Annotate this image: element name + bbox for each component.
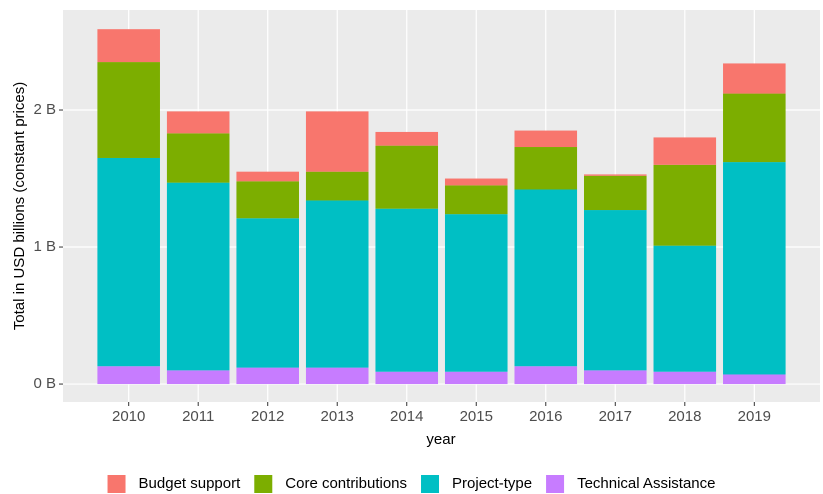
bar-segment [166, 182, 230, 371]
legend-key [421, 475, 440, 493]
bar-segment [305, 171, 369, 201]
bar-segment [444, 371, 508, 385]
x-axis-title: year [426, 431, 455, 448]
legend-label: Core contributions [285, 475, 407, 492]
x-tick-label: 2016 [529, 408, 562, 425]
bar-segment [305, 111, 369, 172]
bar-segment [723, 63, 786, 94]
bar-segment [375, 208, 439, 372]
bar-segment [236, 367, 299, 385]
y-tick-label: 2 B [33, 101, 56, 118]
legend-key [107, 475, 126, 493]
bar-segment [236, 171, 299, 182]
x-tick-label: 2018 [668, 408, 701, 425]
bar-segment [166, 370, 230, 385]
legend-key [254, 475, 273, 493]
bar-segment [653, 164, 717, 246]
x-tick-label: 2014 [390, 408, 423, 425]
legend-label: Project-type [452, 475, 532, 492]
bar-segment [166, 133, 230, 183]
x-tick-label: 2013 [321, 408, 354, 425]
x-tick-label: 2012 [251, 408, 284, 425]
bar-segment [653, 245, 717, 372]
legend-key [546, 475, 565, 493]
bar-segment [166, 111, 230, 134]
bar-segment [97, 366, 160, 385]
x-tick-label: 2017 [599, 408, 632, 425]
bar-segment [97, 62, 160, 158]
bar-segment [305, 200, 369, 368]
bar-segment [375, 145, 439, 209]
y-tick-label: 0 B [33, 375, 56, 392]
bar-segment [444, 178, 508, 186]
bar-segment [97, 29, 160, 63]
bar-segment [444, 214, 508, 372]
bar-segment [584, 174, 647, 176]
x-tick-label: 2011 [182, 408, 214, 425]
bar-segment [514, 366, 578, 385]
bar-segment [444, 185, 508, 215]
x-tick-label: 2010 [112, 408, 145, 425]
bar-segment [375, 131, 439, 146]
bar-segment [514, 189, 578, 367]
bar-segment [723, 162, 786, 375]
bar-segment [584, 370, 647, 385]
bar-segment [584, 175, 647, 211]
legend: Budget support Core contributions Project-… [107, 475, 715, 493]
x-tick-label: 2019 [738, 408, 771, 425]
bar-segment [514, 147, 578, 190]
legend-label: Budget support [139, 475, 242, 492]
x-tick-label: 2015 [460, 408, 493, 425]
bar-segment [514, 130, 578, 148]
bar-segment [653, 371, 717, 385]
bar-segment [723, 93, 786, 163]
bar-segment [97, 157, 160, 367]
bar-segment [584, 210, 647, 371]
bar-segment [236, 218, 299, 368]
bar-segment [723, 374, 786, 385]
bar-segment [653, 137, 717, 165]
y-axis-title: Total in USD billions (constant prices) [11, 82, 28, 330]
bar-segment [305, 367, 369, 385]
y-tick-label: 1 B [33, 238, 56, 255]
legend-label: Technical Assistance [577, 475, 715, 492]
bar-segment [236, 181, 299, 219]
bar-segment [375, 371, 439, 385]
bars [97, 29, 786, 385]
